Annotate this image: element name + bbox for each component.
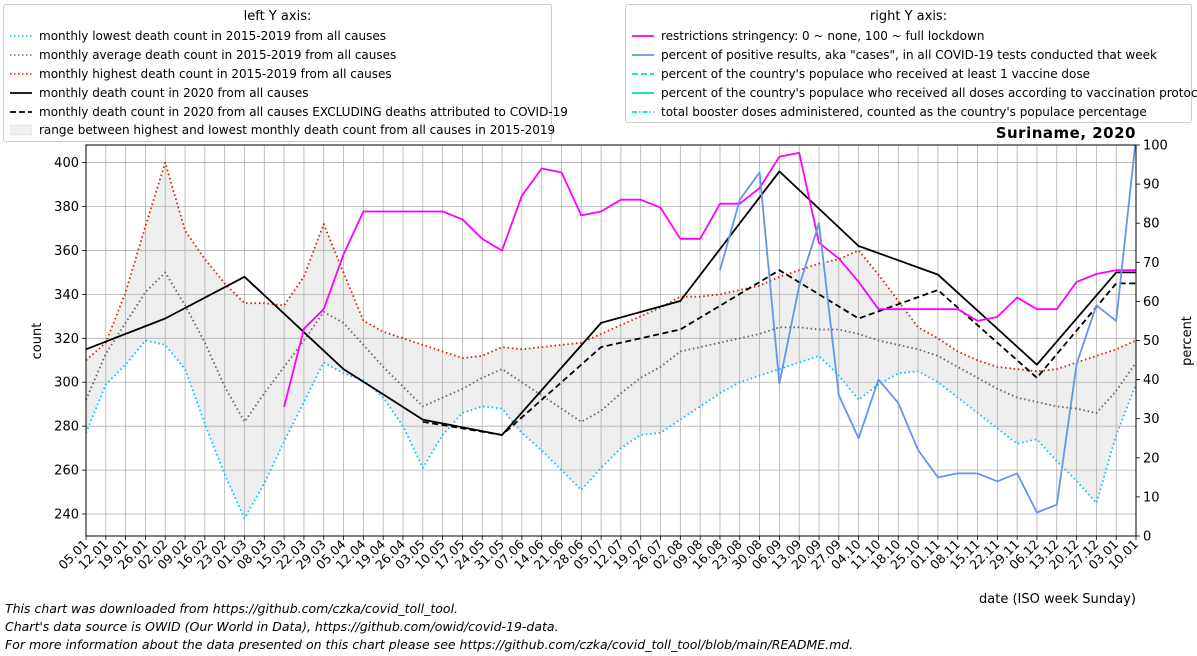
series-layer <box>86 145 1136 520</box>
legend-swatch-vaccine-all-doses <box>632 91 654 94</box>
series-line-lowest <box>86 339 1136 520</box>
legend-swatch-excl-2020 <box>10 110 32 113</box>
legend-item-positivity: percent of positive results, aka "cases"… <box>626 46 1191 65</box>
legend-right-title: right Y axis: <box>869 9 948 24</box>
series-line-positivity <box>719 145 1136 514</box>
right-axis: 0 10 20 30 40 50 60 70 80 90 100 <box>1136 139 1168 545</box>
right-tick-label: 50 <box>1143 334 1160 349</box>
legend-label-vaccine-1-dose: percent of the country's populace who re… <box>661 66 1090 81</box>
legend-label-vaccine-all-doses: percent of the country's populace who re… <box>661 85 1197 100</box>
right-tick-label: 30 <box>1143 412 1160 427</box>
legend-swatch-positivity <box>632 54 654 57</box>
left-tick-label: 360 <box>54 244 79 259</box>
left-tick-label: 300 <box>54 376 79 391</box>
right-tick-label: 10 <box>1143 490 1160 505</box>
legend-swatch-total-2020 <box>10 91 32 94</box>
legend-item-average: monthly average death count in 2015-2019… <box>4 46 551 65</box>
left-tick-label: 340 <box>54 288 79 303</box>
range-band <box>86 162 1136 519</box>
legend-item-booster: total booster doses administered, counte… <box>626 102 1191 121</box>
left-tick-label: 280 <box>54 420 79 435</box>
legend-label-booster: total booster doses administered, counte… <box>661 104 1147 119</box>
legend-item-lowest: monthly lowest death count in 2015-2019 … <box>4 27 551 46</box>
legend-swatch-lowest <box>10 35 32 38</box>
legend-swatch-average <box>10 54 32 56</box>
legend-label-total-2020: monthly death count in 2020 from all cau… <box>39 85 309 100</box>
legend-label-lowest: monthly lowest death count in 2015-2019 … <box>39 29 386 44</box>
legend-swatch-stringency <box>632 35 654 38</box>
series-line-average <box>86 271 1136 423</box>
left-axis: 240 260 280 300 320 340 360 380 400 <box>54 156 86 523</box>
plot-background <box>86 145 1136 536</box>
right-tick-label: 70 <box>1143 256 1160 271</box>
grid <box>85 145 1137 536</box>
legend-label-average: monthly average death count in 2015-2019… <box>39 48 397 63</box>
legend-label-positivity: percent of positive results, aka "cases"… <box>661 48 1157 63</box>
right-tick-label: 20 <box>1143 451 1160 466</box>
legend-left-title: left Y axis: <box>243 9 312 24</box>
legend-label-range: range between highest and lowest monthly… <box>39 123 556 138</box>
legend-label-excl-2020: monthly death count in 2020 from all cau… <box>39 104 568 119</box>
left-tick-label: 320 <box>54 332 79 347</box>
left-axis-label: count <box>30 323 45 360</box>
legend-swatch-booster <box>632 110 654 113</box>
legend-label-highest: monthly highest death count in 2015-2019… <box>39 66 392 81</box>
footer-line-1: This chart was downloaded from https://g… <box>5 601 459 616</box>
legend-swatch-range <box>10 125 32 136</box>
series-line-stringency <box>283 151 1136 408</box>
legend-item-vaccine-all-doses: percent of the country's populace who re… <box>626 83 1197 102</box>
right-tick-label: 40 <box>1143 373 1160 388</box>
footer-line-3: For more information about the data pres… <box>5 637 854 652</box>
left-tick-label: 260 <box>54 464 79 479</box>
right-tick-label: 100 <box>1143 139 1168 154</box>
x-axis: 05.0112.0119.0126.0102.0209.0216.0223.02… <box>55 536 1141 572</box>
chart-title: Suriname, 2020 <box>996 124 1136 142</box>
series-line-total2020 <box>86 170 1136 436</box>
legend-item-excl-2020: monthly death count in 2020 from all cau… <box>4 102 568 121</box>
legend-swatch-vaccine-1-dose <box>632 73 654 75</box>
legend-item-highest: monthly highest death count in 2015-2019… <box>4 65 551 84</box>
legend-item-stringency: restrictions stringency: 0 ~ none, 100 ~… <box>626 27 1191 46</box>
x-axis-label: date (ISO week Sunday) <box>979 592 1136 607</box>
legend-label-stringency: restrictions stringency: 0 ~ none, 100 ~… <box>661 29 985 44</box>
series-line-excl2020 <box>422 269 1136 436</box>
left-tick-label: 240 <box>54 508 79 523</box>
right-tick-label: 80 <box>1143 217 1160 232</box>
legend-item-range: range between highest and lowest monthly… <box>4 121 555 140</box>
right-tick-label: 60 <box>1143 295 1160 310</box>
right-axis-label: percent <box>1180 316 1195 366</box>
legend-right: right Y axis: restrictions stringency: 0… <box>625 4 1197 123</box>
right-tick-label: 90 <box>1143 178 1160 193</box>
legend-left: left Y axis: monthly lowest death count … <box>3 4 568 142</box>
series-line-highest <box>86 161 1136 373</box>
left-tick-label: 380 <box>54 200 79 215</box>
left-tick-label: 400 <box>54 156 79 171</box>
right-tick-label: 0 <box>1143 530 1151 545</box>
legend-item-vaccine-1-dose: percent of the country's populace who re… <box>626 65 1191 84</box>
legend-swatch-highest <box>10 73 32 75</box>
legend-item-total-2020: monthly death count in 2020 from all cau… <box>4 83 551 102</box>
footer-line-2: Chart's data source is OWID (Our World i… <box>5 619 559 634</box>
